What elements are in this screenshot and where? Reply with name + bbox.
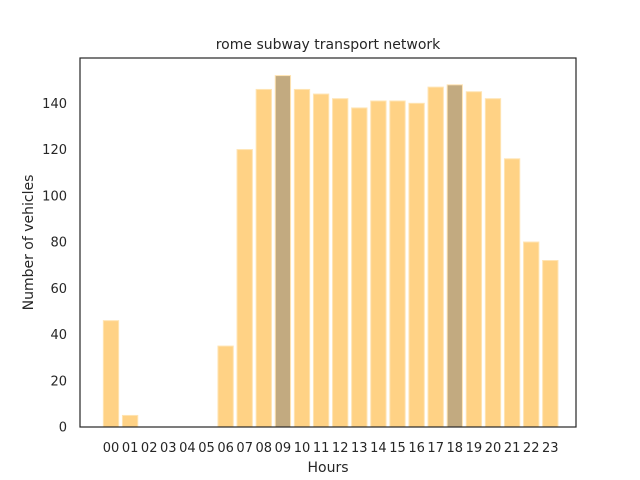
x-tick-01: 01: [122, 441, 139, 456]
plot-frame: [79, 57, 577, 428]
x-tick-09: 09: [275, 441, 292, 456]
x-tick-07: 07: [236, 441, 253, 456]
bar-14: [370, 100, 387, 428]
bar-10: [293, 88, 311, 428]
x-tick-17: 17: [427, 441, 444, 456]
y-tick-60: 60: [50, 282, 67, 297]
x-tick-04: 04: [179, 441, 196, 456]
x-tick-05: 05: [198, 441, 215, 456]
bar-06: [217, 345, 234, 428]
x-tick-19: 19: [466, 441, 483, 456]
bar-13: [351, 107, 368, 428]
bar-20: [484, 98, 502, 428]
bar-07: [236, 149, 253, 428]
x-tick-00: 00: [103, 441, 120, 456]
y-axis-label: Number of vehicles: [21, 175, 37, 311]
chart-title: rome subway transport network: [216, 37, 441, 53]
x-tick-08: 08: [256, 441, 273, 456]
bars-group: [102, 75, 559, 428]
x-tick-22: 22: [523, 441, 540, 456]
bar-00: [102, 320, 120, 428]
y-tick-140: 140: [42, 97, 67, 112]
x-tick-13: 13: [351, 441, 368, 456]
bar-23: [542, 260, 559, 428]
x-tick-16: 16: [408, 441, 425, 456]
y-tick-80: 80: [50, 236, 67, 251]
bar-15: [389, 100, 406, 428]
bar-16: [408, 102, 425, 428]
x-tick-labels: 00 01 02 03 04 05 06 07 08 09 10 11 12 13 14 15 16 17 18 19…: [103, 441, 559, 456]
y-tick-40: 40: [50, 328, 67, 343]
bar-11: [312, 93, 330, 428]
x-tick-06: 06: [217, 441, 234, 456]
y-tick-120: 120: [42, 143, 67, 158]
x-tick-20: 20: [485, 441, 502, 456]
x-tick-02: 02: [141, 441, 158, 456]
x-tick-10: 10: [294, 441, 311, 456]
bar-17: [427, 86, 444, 428]
bar-12: [332, 98, 349, 428]
x-axis-label: Hours: [307, 460, 348, 476]
x-tick-23: 23: [542, 441, 559, 456]
bar-09: [274, 75, 292, 428]
y-tick-100: 100: [42, 189, 67, 204]
x-tick-21: 21: [504, 441, 521, 456]
bar-21: [503, 158, 521, 428]
x-tick-12: 12: [332, 441, 349, 456]
y-tick-labels: 0 20 40 60 80 100 120 140: [42, 97, 67, 436]
bar-19: [465, 91, 483, 428]
x-tick-14: 14: [370, 441, 387, 456]
bar-18: [446, 84, 463, 428]
bar-22: [523, 241, 540, 428]
bar-08: [255, 88, 272, 428]
y-tick-20: 20: [50, 374, 67, 389]
x-tick-15: 15: [389, 441, 406, 456]
x-tick-11: 11: [313, 441, 330, 456]
x-tick-18: 18: [447, 441, 464, 456]
y-tick-0: 0: [59, 421, 67, 436]
bar-01: [121, 414, 139, 428]
x-tick-03: 03: [160, 441, 177, 456]
